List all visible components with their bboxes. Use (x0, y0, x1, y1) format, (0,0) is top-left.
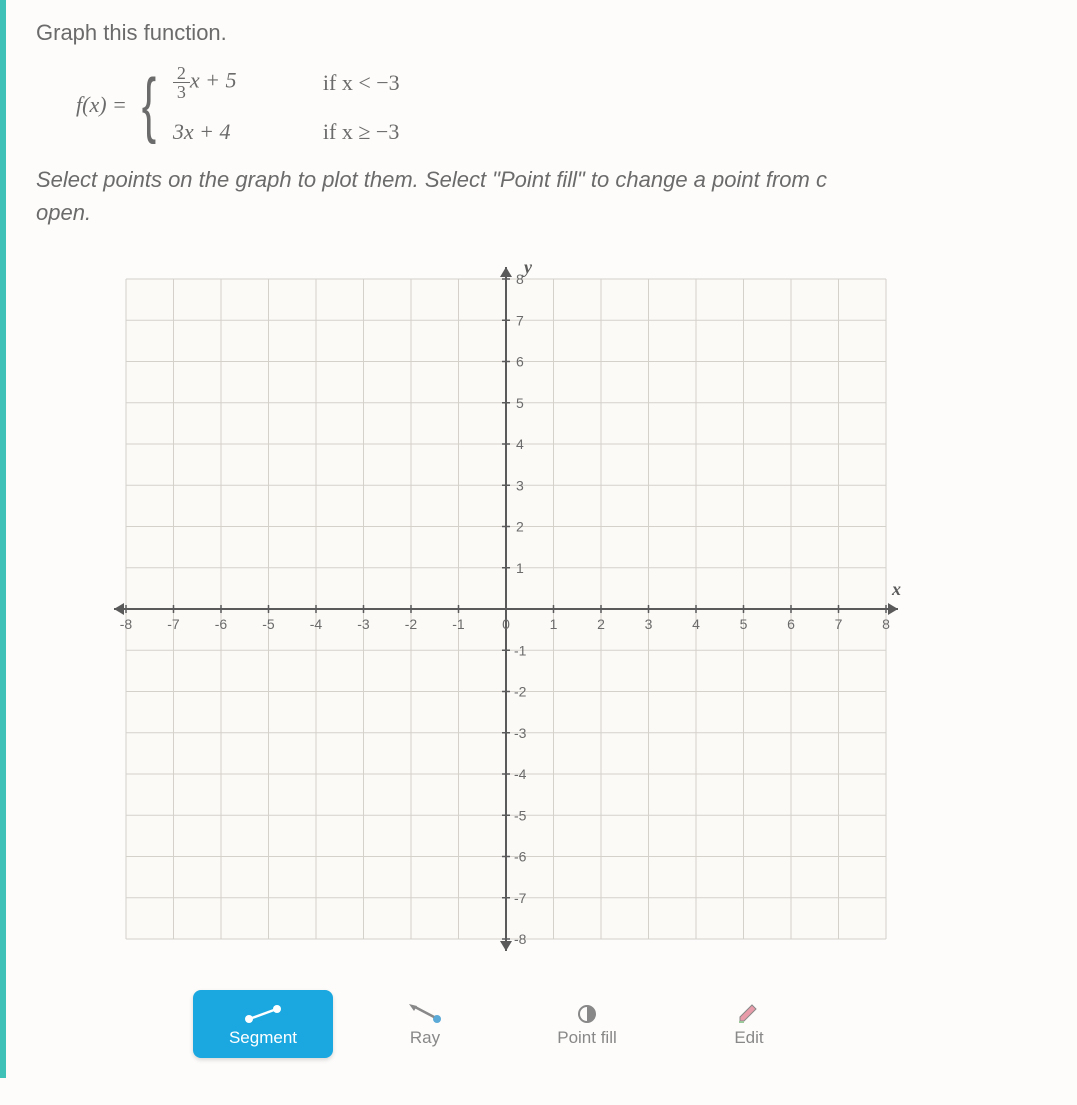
instruction-line-1: Select points on the graph to plot them.… (36, 167, 827, 192)
graph-canvas[interactable]: -8-7-6-5-4-3-2-101234567812345678-1-2-3-… (96, 249, 916, 969)
svg-text:-2: -2 (405, 616, 418, 632)
svg-text:4: 4 (516, 436, 524, 452)
svg-text:-1: -1 (514, 642, 527, 658)
svg-text:1: 1 (516, 560, 524, 576)
svg-text:7: 7 (516, 312, 524, 328)
piece-1-expression: x + 5 (190, 68, 237, 93)
svg-text:-7: -7 (167, 616, 180, 632)
ray-tool-button[interactable]: Ray (355, 990, 495, 1058)
svg-text:-4: -4 (514, 766, 527, 782)
pointfill-tool-label: Point fill (557, 1028, 617, 1048)
svg-text:-8: -8 (120, 616, 133, 632)
svg-text:x: x (891, 579, 901, 599)
svg-text:1: 1 (550, 616, 558, 632)
svg-text:8: 8 (516, 271, 524, 287)
svg-text:7: 7 (835, 616, 843, 632)
pointfill-tool-button[interactable]: Point fill (517, 990, 657, 1058)
svg-text:3: 3 (645, 616, 653, 632)
ray-tool-label: Ray (410, 1028, 440, 1048)
svg-text:-6: -6 (215, 616, 228, 632)
fraction-denominator: 3 (173, 83, 190, 101)
svg-text:5: 5 (516, 395, 524, 411)
segment-tool-label: Segment (229, 1028, 297, 1048)
coordinate-graph[interactable]: -8-7-6-5-4-3-2-101234567812345678-1-2-3-… (96, 249, 916, 974)
function-label: f(x) = (76, 92, 127, 118)
svg-text:y: y (522, 257, 533, 277)
svg-text:-3: -3 (514, 725, 527, 741)
segment-icon (243, 1000, 283, 1028)
fraction: 2 3 (173, 64, 190, 101)
piece-2-condition: if x ≥ −3 (323, 119, 399, 145)
svg-text:2: 2 (597, 616, 605, 632)
edit-tool-label: Edit (734, 1028, 763, 1048)
svg-text:-5: -5 (514, 807, 527, 823)
piece-1-condition: if x < −3 (323, 70, 400, 96)
svg-text:8: 8 (882, 616, 890, 632)
svg-text:4: 4 (692, 616, 700, 632)
prompt-title: Graph this function. (36, 20, 1077, 46)
edit-icon (736, 1000, 762, 1028)
svg-text:-1: -1 (452, 616, 465, 632)
svg-text:-4: -4 (310, 616, 323, 632)
svg-text:2: 2 (516, 519, 524, 535)
svg-text:-3: -3 (357, 616, 370, 632)
instruction-line-2: open. (36, 200, 91, 225)
segment-tool-button[interactable]: Segment (193, 990, 333, 1058)
fraction-numerator: 2 (173, 64, 190, 83)
function-definition: f(x) = { 2 3 x + 5 if x < −3 3x + 4 if x… (76, 64, 1077, 145)
piecewise-brace: { (142, 69, 156, 141)
svg-text:-6: -6 (514, 849, 527, 865)
svg-text:-8: -8 (514, 931, 527, 947)
piece-1: 2 3 x + 5 if x < −3 (173, 64, 400, 101)
piece-2-expression: 3x + 4 (173, 119, 323, 145)
svg-text:6: 6 (787, 616, 795, 632)
edit-tool-button[interactable]: Edit (679, 990, 819, 1058)
graph-toolbar: Segment Ray Point fill Edit (96, 990, 916, 1058)
svg-text:0: 0 (502, 616, 510, 632)
svg-text:-5: -5 (262, 616, 275, 632)
piece-2: 3x + 4 if x ≥ −3 (173, 119, 400, 145)
svg-text:5: 5 (740, 616, 748, 632)
svg-text:6: 6 (516, 354, 524, 370)
svg-text:3: 3 (516, 477, 524, 493)
svg-text:-7: -7 (514, 890, 527, 906)
pointfill-icon (576, 1000, 598, 1028)
instruction-text: Select points on the graph to plot them.… (36, 163, 1077, 229)
ray-icon (405, 1000, 445, 1028)
svg-text:-2: -2 (514, 684, 527, 700)
